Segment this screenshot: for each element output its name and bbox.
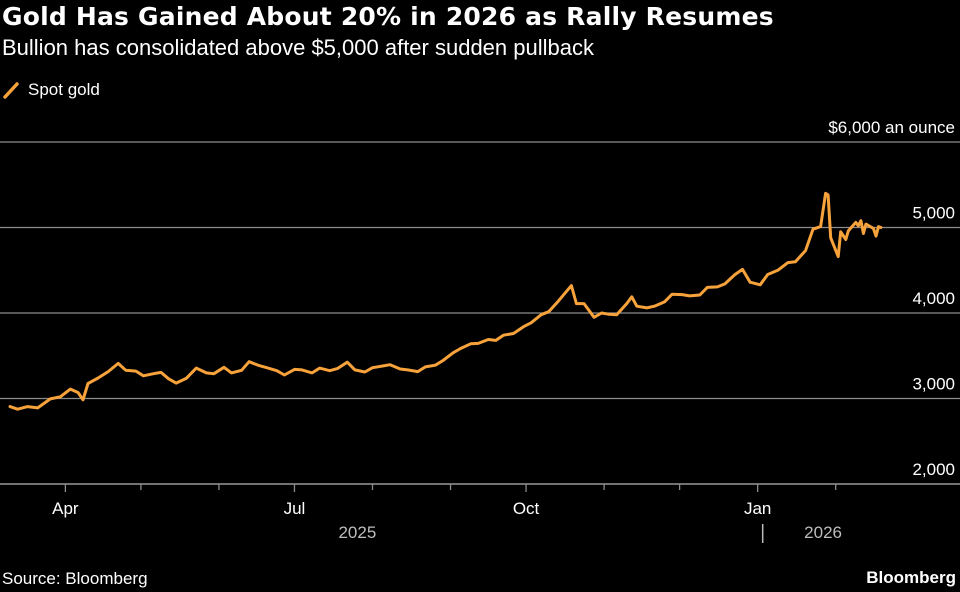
y-tick-label: 3,000: [912, 375, 955, 394]
x-axis: Apr Jul Oct Jan 2025 2026: [0, 483, 960, 543]
y-tick-label: 2,000: [912, 460, 955, 479]
y-axis-labels: $6,000 an ounce 5,000 4,000 3,000 2,000: [828, 118, 955, 479]
chart-subtitle: Bullion has consolidated above $5,000 af…: [2, 35, 594, 60]
year-label: 2026: [804, 523, 842, 542]
x-tick-label: Apr: [52, 499, 79, 518]
source-note: Source: Bloomberg: [2, 569, 148, 588]
legend: Spot gold: [2, 79, 100, 101]
x-tick-label: Oct: [513, 499, 540, 518]
series-layer: [8, 191, 883, 411]
gridlines: [0, 141, 960, 485]
brand-logo: Bloomberg: [866, 568, 956, 587]
chart-title: Gold Has Gained About 20% in 2026 as Ral…: [2, 2, 774, 31]
x-tick-label: Jul: [284, 499, 306, 518]
legend-label: Spot gold: [28, 80, 100, 99]
year-label: 2025: [338, 523, 376, 542]
x-tick-label: Jan: [744, 499, 771, 518]
y-tick-label: 4,000: [912, 289, 955, 308]
y-tick-label: 5,000: [912, 204, 955, 223]
series-line-spot-gold: [8, 191, 883, 411]
y-tick-label: $6,000 an ounce: [828, 118, 955, 137]
legend-swatch-icon: [3, 82, 19, 99]
